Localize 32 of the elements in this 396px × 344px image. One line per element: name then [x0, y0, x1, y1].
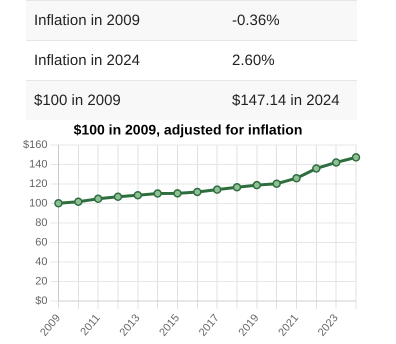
- point: [193, 188, 202, 196]
- text: -0.36%: [232, 12, 280, 29]
- point: [212, 185, 222, 194]
- point: [74, 197, 83, 206]
- y-tick-label: 100: [29, 197, 48, 210]
- text: $147.14 in 2024: [232, 92, 340, 109]
- text: Inflation in 2009: [33, 12, 141, 29]
- point: [292, 174, 301, 182]
- y-tick-label: 60: [35, 236, 48, 248]
- point: [153, 189, 162, 198]
- point: [54, 199, 63, 208]
- text: Inflation in 2024: [33, 52, 141, 69]
- point: [134, 190, 142, 200]
- text: 2.60%: [232, 52, 275, 69]
- point: [352, 153, 360, 162]
- y-tick-label: 120: [29, 178, 48, 190]
- y-tick-label: 140: [29, 158, 48, 170]
- chart-title: $100 in 2009, adjusted for inflation: [74, 121, 302, 138]
- point: [232, 182, 242, 192]
- point: [114, 192, 122, 202]
- y-tick-label: 40: [35, 256, 48, 268]
- point: [272, 179, 281, 188]
- y-tick-label: 80: [35, 216, 48, 229]
- text: $100 in 2009: [33, 92, 122, 109]
- point: [173, 189, 182, 198]
- y-tick-label: $0: [35, 294, 48, 307]
- point: [312, 164, 321, 173]
- y-tick-label: 20: [35, 275, 48, 288]
- point: [94, 194, 102, 204]
- y-tick-label: $160: [22, 138, 48, 151]
- point: [332, 158, 340, 167]
- point: [252, 180, 262, 190]
